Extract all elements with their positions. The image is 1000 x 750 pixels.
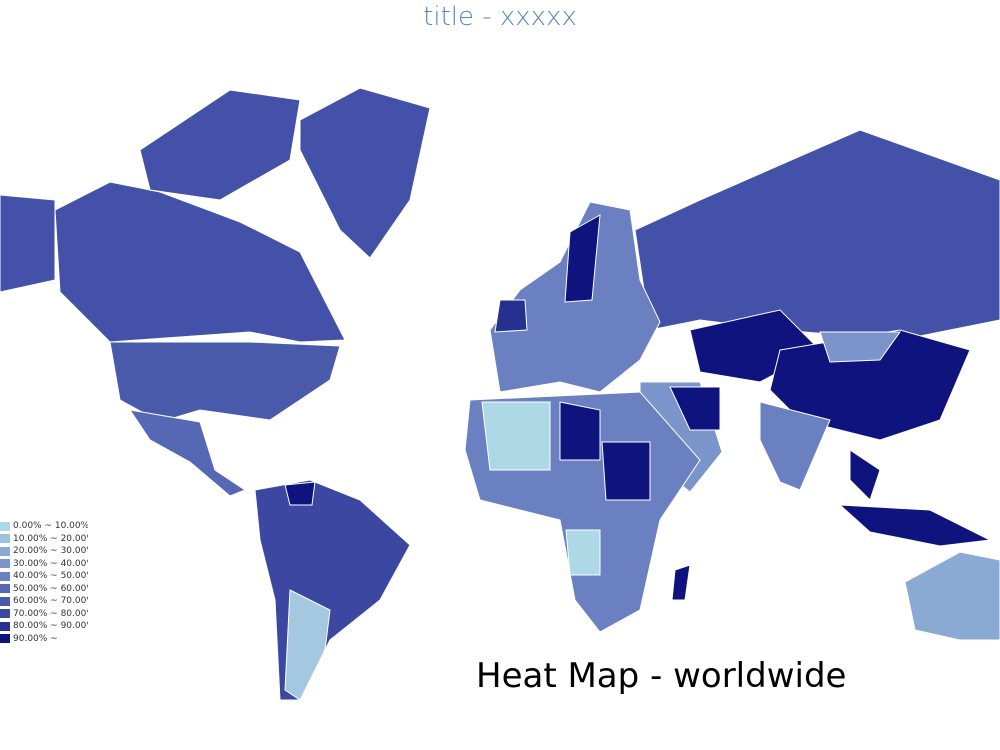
legend-swatch (0, 609, 10, 619)
country (838, 504, 992, 547)
country (128, 409, 247, 497)
legend-item: 70.00% ~ 80.00% (0, 608, 88, 621)
legend-label: 60.00% ~ 70.00% (13, 596, 88, 607)
legend-swatch (0, 559, 10, 569)
country (671, 564, 691, 601)
country (494, 299, 528, 333)
country (769, 329, 971, 441)
legend-swatch (0, 634, 10, 644)
legend-swatch (0, 596, 10, 606)
legend-item: 0.00% ~ 10.00% (0, 520, 88, 533)
legend-item: 10.00% ~ 20.00% (0, 533, 88, 546)
legend-label: 10.00% ~ 20.00% (13, 533, 88, 544)
legend-swatch (0, 546, 10, 556)
country (284, 589, 331, 701)
country (634, 129, 1000, 341)
legend-label: 80.00% ~ 90.00% (13, 621, 88, 632)
country (564, 214, 601, 303)
legend-swatch (0, 571, 10, 581)
legend-item: 50.00% ~ 60.00% (0, 583, 88, 596)
map-title: title - xxxxx (423, 2, 577, 32)
legend-swatch (0, 534, 10, 544)
country (139, 89, 301, 201)
legend-label: 70.00% ~ 80.00% (13, 608, 88, 619)
caption: Heat Map - worldwide (476, 656, 847, 696)
country (254, 479, 411, 701)
legend-label: 30.00% ~ 40.00% (13, 558, 88, 569)
legend-label: 50.00% ~ 60.00% (13, 583, 88, 594)
legend-item: 60.00% ~ 70.00% (0, 595, 88, 608)
country (0, 194, 56, 293)
legend-item: 40.00% ~ 50.00% (0, 570, 88, 583)
legend-swatch (0, 621, 10, 631)
legend-item: 30.00% ~ 40.00% (0, 558, 88, 571)
country (849, 449, 881, 501)
country (481, 401, 551, 471)
country (601, 441, 651, 501)
country (669, 386, 721, 431)
country (284, 481, 316, 506)
legend: 0.00% ~ 10.00% 10.00% ~ 20.00% 20.00% ~ 30… (0, 520, 88, 645)
legend-item: 90.00% ~ (0, 633, 88, 646)
legend-item: 80.00% ~ 90.00% (0, 620, 88, 633)
legend-swatch (0, 584, 10, 594)
country (54, 181, 346, 343)
country (109, 341, 341, 423)
legend-label: 0.00% ~ 10.00% (13, 521, 88, 532)
country (299, 87, 431, 259)
legend-swatch (0, 521, 10, 531)
country (565, 529, 601, 576)
legend-label: 40.00% ~ 50.00% (13, 571, 88, 582)
country (819, 331, 901, 363)
country (759, 401, 831, 491)
country (559, 401, 601, 461)
legend-label: 20.00% ~ 30.00% (13, 546, 88, 557)
legend-label: 90.00% ~ (13, 633, 58, 644)
country (904, 551, 1000, 641)
legend-item: 20.00% ~ 30.00% (0, 545, 88, 558)
